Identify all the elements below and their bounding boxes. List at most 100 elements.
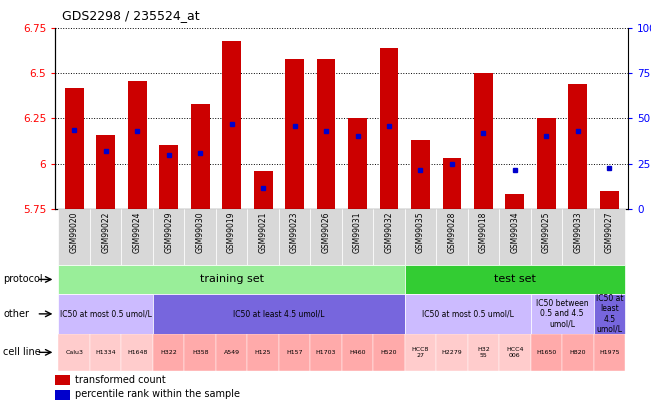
- Text: H125: H125: [255, 350, 271, 355]
- Bar: [279, 209, 311, 265]
- Bar: [531, 334, 562, 371]
- Bar: [405, 334, 436, 371]
- Bar: [342, 334, 373, 371]
- Bar: [55, 375, 70, 386]
- Bar: [96, 135, 115, 209]
- Bar: [184, 209, 216, 265]
- Bar: [153, 334, 184, 371]
- Bar: [59, 209, 90, 265]
- Bar: [405, 294, 531, 334]
- Text: IC50 at least 4.5 umol/L: IC50 at least 4.5 umol/L: [233, 309, 325, 318]
- Bar: [153, 209, 184, 265]
- Bar: [184, 334, 216, 371]
- Text: other: other: [3, 309, 29, 319]
- Text: H2279: H2279: [441, 350, 462, 355]
- Bar: [594, 294, 625, 334]
- Bar: [505, 194, 524, 209]
- Bar: [128, 81, 146, 209]
- Text: GSM99019: GSM99019: [227, 211, 236, 253]
- Text: GSM99020: GSM99020: [70, 211, 79, 253]
- Bar: [531, 294, 594, 334]
- Text: GSM99033: GSM99033: [574, 211, 583, 253]
- Text: GSM99022: GSM99022: [101, 211, 110, 253]
- Bar: [191, 104, 210, 209]
- Text: H322: H322: [160, 350, 177, 355]
- Text: training set: training set: [200, 275, 264, 284]
- Text: IC50 at most 0.5 umol/L: IC50 at most 0.5 umol/L: [60, 309, 152, 318]
- Text: GSM99030: GSM99030: [196, 211, 204, 253]
- Text: GSM99028: GSM99028: [447, 211, 456, 253]
- Bar: [474, 73, 493, 209]
- Text: GSM99035: GSM99035: [416, 211, 425, 253]
- Text: GSM99023: GSM99023: [290, 211, 299, 253]
- Text: H1334: H1334: [96, 350, 116, 355]
- Text: HCC8
27: HCC8 27: [412, 347, 429, 358]
- Bar: [90, 209, 122, 265]
- Text: H820: H820: [570, 350, 586, 355]
- Text: GSM99024: GSM99024: [133, 211, 142, 253]
- Text: GSM99027: GSM99027: [605, 211, 614, 253]
- Bar: [65, 88, 84, 209]
- Text: H1703: H1703: [316, 350, 337, 355]
- Bar: [531, 209, 562, 265]
- Text: H1648: H1648: [127, 350, 147, 355]
- Bar: [311, 209, 342, 265]
- Bar: [600, 191, 618, 209]
- Text: HCC4
006: HCC4 006: [506, 347, 523, 358]
- Text: A549: A549: [223, 350, 240, 355]
- Text: H1975: H1975: [599, 350, 620, 355]
- Bar: [216, 209, 247, 265]
- Text: protocol: protocol: [3, 275, 43, 284]
- Bar: [594, 209, 625, 265]
- Bar: [348, 118, 367, 209]
- Text: H1650: H1650: [536, 350, 557, 355]
- Text: GDS2298 / 235524_at: GDS2298 / 235524_at: [62, 9, 199, 22]
- Bar: [443, 158, 462, 209]
- Text: IC50 between
0.5 and 4.5
umol/L: IC50 between 0.5 and 4.5 umol/L: [536, 299, 589, 329]
- Bar: [380, 48, 398, 209]
- Text: Calu3: Calu3: [65, 350, 83, 355]
- Bar: [467, 209, 499, 265]
- Bar: [285, 59, 304, 209]
- Bar: [59, 265, 405, 294]
- Bar: [247, 209, 279, 265]
- Bar: [436, 334, 467, 371]
- Bar: [467, 334, 499, 371]
- Bar: [373, 334, 405, 371]
- Bar: [316, 59, 335, 209]
- Bar: [436, 209, 467, 265]
- Bar: [373, 209, 405, 265]
- Bar: [279, 334, 311, 371]
- Text: percentile rank within the sample: percentile rank within the sample: [76, 390, 240, 399]
- Bar: [562, 334, 594, 371]
- Bar: [537, 118, 556, 209]
- Text: transformed count: transformed count: [76, 375, 166, 385]
- Text: test set: test set: [494, 275, 536, 284]
- Bar: [254, 171, 273, 209]
- Bar: [568, 84, 587, 209]
- Text: GSM99025: GSM99025: [542, 211, 551, 253]
- Bar: [59, 294, 153, 334]
- Text: H358: H358: [192, 350, 208, 355]
- Bar: [55, 390, 70, 399]
- Text: H32
55: H32 55: [477, 347, 490, 358]
- Bar: [122, 209, 153, 265]
- Bar: [153, 294, 405, 334]
- Bar: [247, 334, 279, 371]
- Text: H157: H157: [286, 350, 303, 355]
- Bar: [222, 41, 241, 209]
- Text: H520: H520: [381, 350, 397, 355]
- Text: IC50 at most 0.5 umol/L: IC50 at most 0.5 umol/L: [422, 309, 514, 318]
- Bar: [405, 209, 436, 265]
- Bar: [405, 265, 625, 294]
- Bar: [59, 334, 90, 371]
- Bar: [159, 145, 178, 209]
- Text: GSM99032: GSM99032: [385, 211, 393, 253]
- Text: cell line: cell line: [3, 347, 41, 357]
- Bar: [411, 140, 430, 209]
- Text: GSM99034: GSM99034: [510, 211, 519, 253]
- Text: GSM99021: GSM99021: [258, 211, 268, 253]
- Text: H460: H460: [350, 350, 366, 355]
- Bar: [90, 334, 122, 371]
- Bar: [216, 334, 247, 371]
